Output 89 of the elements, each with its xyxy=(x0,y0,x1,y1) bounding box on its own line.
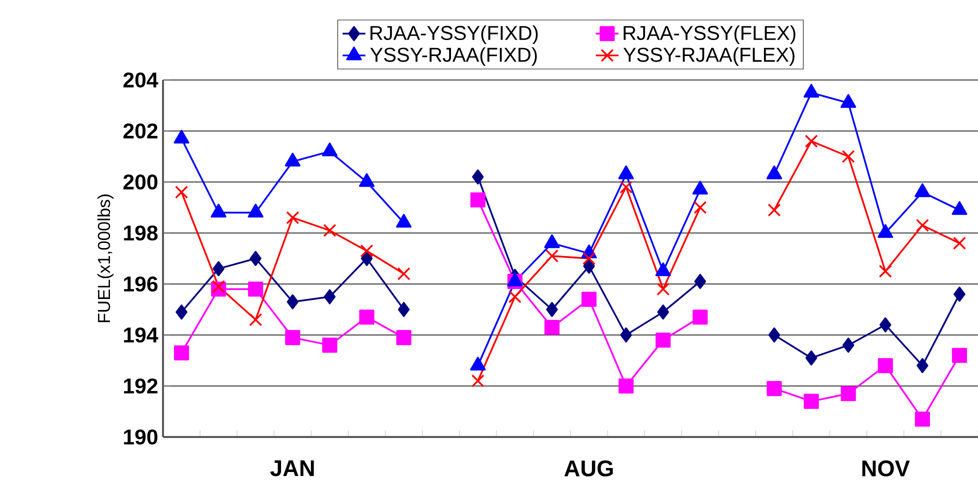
point xyxy=(248,204,264,218)
point xyxy=(840,386,856,402)
point xyxy=(360,250,373,266)
point xyxy=(954,286,966,302)
point xyxy=(620,327,632,343)
point xyxy=(766,381,782,396)
point xyxy=(397,267,410,280)
point xyxy=(286,294,299,310)
y-tick-label: 202 xyxy=(123,123,158,139)
point xyxy=(582,252,596,266)
point xyxy=(914,412,930,427)
point xyxy=(952,236,966,250)
point xyxy=(174,130,190,144)
point xyxy=(508,290,522,304)
point xyxy=(692,310,708,325)
legend-label: RJAA-YSSY(FIXD) xyxy=(370,25,538,44)
point xyxy=(880,317,892,332)
point xyxy=(804,394,819,409)
point xyxy=(694,274,706,289)
y-tick-label: 192 xyxy=(124,378,158,394)
point xyxy=(470,192,486,208)
point xyxy=(952,201,968,215)
point xyxy=(210,204,226,218)
legend-label: YSSY-RJAA(FLEX) xyxy=(623,47,794,66)
point xyxy=(878,224,894,238)
point xyxy=(249,313,262,326)
point xyxy=(952,348,968,363)
point xyxy=(322,142,338,156)
y-tick-label: 196 xyxy=(124,276,158,292)
point xyxy=(804,134,818,148)
y-axis-title: FUEL(x1,000lbs) xyxy=(97,194,114,322)
point xyxy=(544,234,560,248)
point xyxy=(656,282,670,296)
point xyxy=(250,250,262,266)
point xyxy=(878,264,892,278)
point xyxy=(176,304,188,320)
point xyxy=(472,169,484,184)
point xyxy=(324,289,336,304)
y-tick-label: 194 xyxy=(124,327,158,343)
point xyxy=(914,183,930,198)
point xyxy=(212,261,224,276)
point xyxy=(248,282,264,297)
point xyxy=(842,150,855,164)
y-tick-label: 204 xyxy=(123,72,158,88)
point xyxy=(916,218,929,232)
point xyxy=(396,330,412,346)
point xyxy=(878,358,893,374)
legend-label: RJAA-YSSY(FLEX) xyxy=(624,25,796,44)
point xyxy=(358,173,375,187)
point xyxy=(359,310,374,325)
point xyxy=(618,165,634,180)
point xyxy=(544,320,560,335)
y-tick-label: 190 xyxy=(124,429,158,445)
point xyxy=(284,152,300,166)
y-tick-label: 198 xyxy=(124,225,158,241)
point xyxy=(174,345,190,360)
point xyxy=(396,214,412,228)
point xyxy=(768,327,780,343)
point xyxy=(840,94,856,108)
point xyxy=(766,165,782,180)
point xyxy=(212,280,226,294)
point xyxy=(768,204,781,217)
point xyxy=(285,330,300,346)
point xyxy=(657,304,669,320)
point xyxy=(692,180,708,195)
point xyxy=(286,211,300,224)
point xyxy=(546,302,558,318)
point xyxy=(174,186,188,199)
point xyxy=(842,338,854,353)
point xyxy=(360,244,374,258)
point xyxy=(323,224,336,237)
x-tick-label: JAN xyxy=(270,460,314,476)
point xyxy=(620,180,633,194)
point xyxy=(471,374,484,388)
x-tick-label: AUG xyxy=(564,460,613,476)
point xyxy=(804,84,820,98)
x-tick-label: NOV xyxy=(862,460,910,476)
point xyxy=(618,378,634,394)
point xyxy=(656,332,671,348)
y-tick-label: 200 xyxy=(123,174,158,190)
point xyxy=(694,200,707,214)
point xyxy=(322,338,338,353)
legend-label: YSSY-RJAA(FIXD) xyxy=(370,47,537,66)
point xyxy=(545,249,559,262)
point xyxy=(398,302,410,318)
point xyxy=(805,350,818,366)
point xyxy=(583,258,595,274)
point xyxy=(581,292,597,307)
point xyxy=(916,358,928,374)
